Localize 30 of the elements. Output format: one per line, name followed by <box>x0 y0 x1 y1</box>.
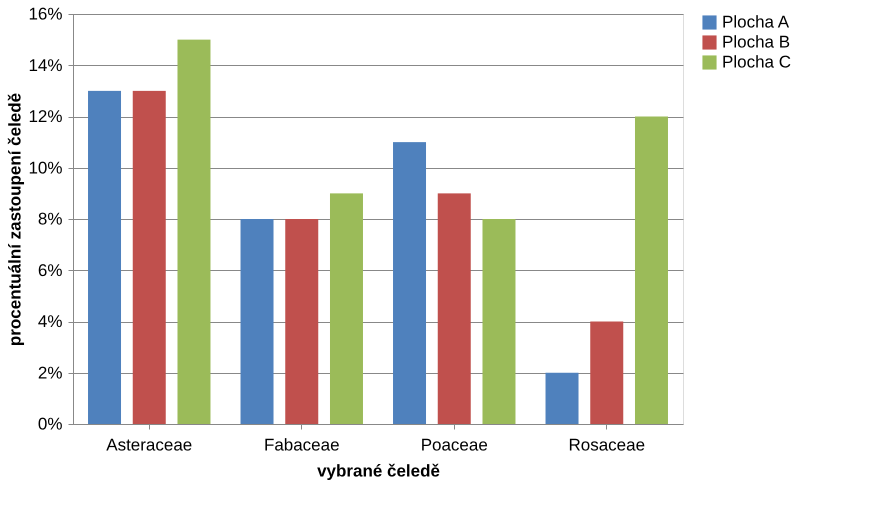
y-tick-label: 16% <box>28 4 62 24</box>
bar <box>177 40 210 424</box>
bar <box>285 219 318 424</box>
bar <box>634 116 668 424</box>
bar <box>88 90 122 424</box>
bar <box>132 90 166 424</box>
legend-label: Plocha A <box>722 12 790 32</box>
y-tick-label: 2% <box>38 363 62 382</box>
y-axis-title: procentuální zastoupení čeledě <box>5 92 24 346</box>
bar <box>438 193 471 424</box>
x-tick-label: Asteraceae <box>106 436 192 454</box>
bar <box>546 372 579 424</box>
x-tick-label: Fabaceae <box>264 436 340 454</box>
bar <box>393 142 426 424</box>
y-tick-label: 10% <box>28 158 62 178</box>
y-tick-label: 4% <box>38 312 62 331</box>
bar <box>330 193 363 424</box>
bar <box>240 219 274 424</box>
y-tick-label: 14% <box>28 56 62 75</box>
x-tick-label: Rosaceae <box>568 436 646 454</box>
x-tick-label: Poaceae <box>420 436 488 454</box>
bar <box>482 219 516 424</box>
x-axis-title: vybrané čeledě <box>317 462 440 480</box>
bar <box>590 322 624 424</box>
legend-label: Plocha B <box>722 32 790 52</box>
y-tick-label: 8% <box>38 210 62 228</box>
y-tick-label: 0% <box>38 414 62 434</box>
y-tick-label: 6% <box>38 260 62 280</box>
y-tick-label: 12% <box>28 107 62 126</box>
legend-label: Plocha C <box>722 52 791 72</box>
